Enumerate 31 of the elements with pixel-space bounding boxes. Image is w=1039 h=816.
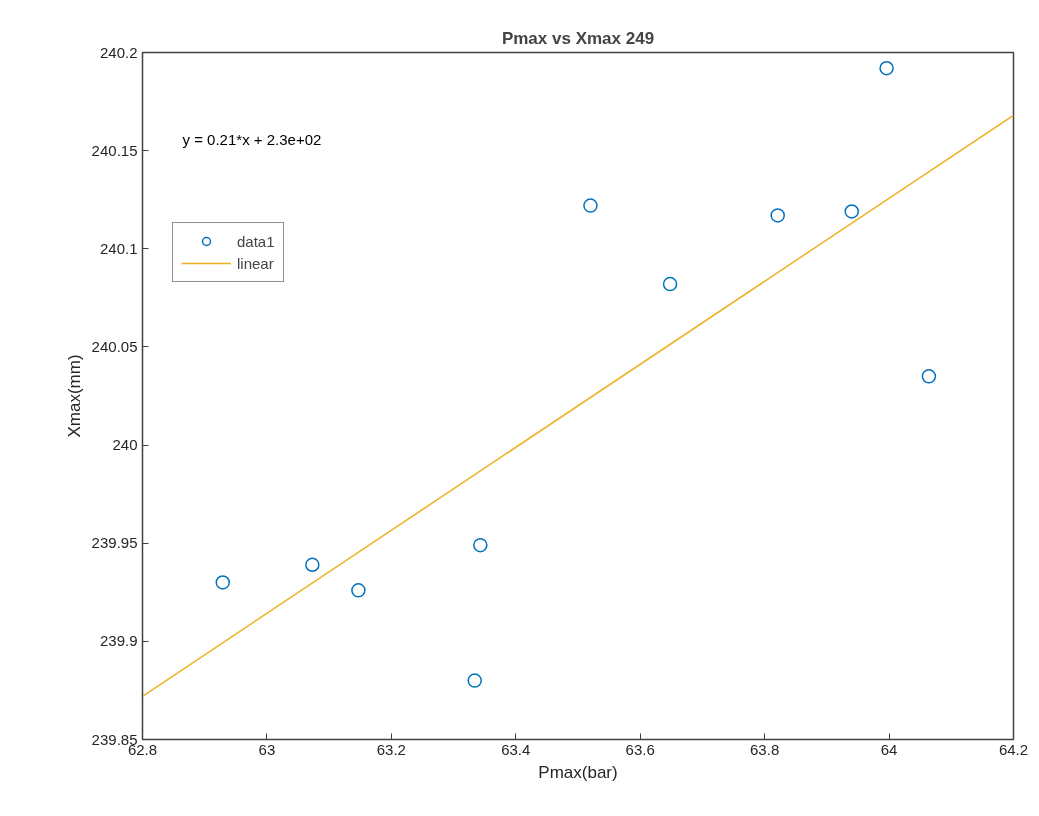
- x-tick-label: 63.4: [501, 740, 531, 758]
- point: [583, 198, 598, 213]
- point: [921, 369, 937, 384]
- point: [770, 208, 785, 223]
- x-axis-title: Pmax(bar): [538, 762, 618, 782]
- y-tick-label: 240: [112, 436, 138, 454]
- y-tick-label: 240.05: [91, 337, 138, 355]
- x-tick-label: 64.2: [998, 740, 1029, 758]
- y-axis-title: Xmax(mm): [64, 354, 84, 438]
- chart-title: Pmax vs Xmax 249: [501, 28, 655, 48]
- x-tick-label: 63.6: [625, 740, 655, 758]
- point: [473, 537, 488, 553]
- y-tick-label: 239.9: [99, 632, 138, 650]
- point: [467, 673, 482, 688]
- y-tick-label: 240.1: [99, 239, 138, 257]
- legend-label: data1: [237, 232, 275, 250]
- x-tick-label: 64: [880, 740, 898, 758]
- legend-label: linear: [237, 254, 274, 272]
- x-tick-label: 63.2: [376, 740, 406, 758]
- annotation: y = 0.21*x + 2.3e+02: [182, 130, 322, 148]
- y-tick-label: 240.2: [99, 43, 138, 61]
- point: [305, 557, 320, 573]
- y-tick-label: 239.95: [91, 534, 138, 552]
- x-tick-label: 63.8: [750, 740, 780, 758]
- x-tick-label: 63: [258, 740, 276, 758]
- point: [662, 276, 678, 292]
- point: [351, 583, 366, 598]
- y-tick-label: 240.15: [91, 141, 138, 159]
- point: [844, 204, 859, 219]
- point: [215, 575, 231, 590]
- point: [879, 60, 894, 76]
